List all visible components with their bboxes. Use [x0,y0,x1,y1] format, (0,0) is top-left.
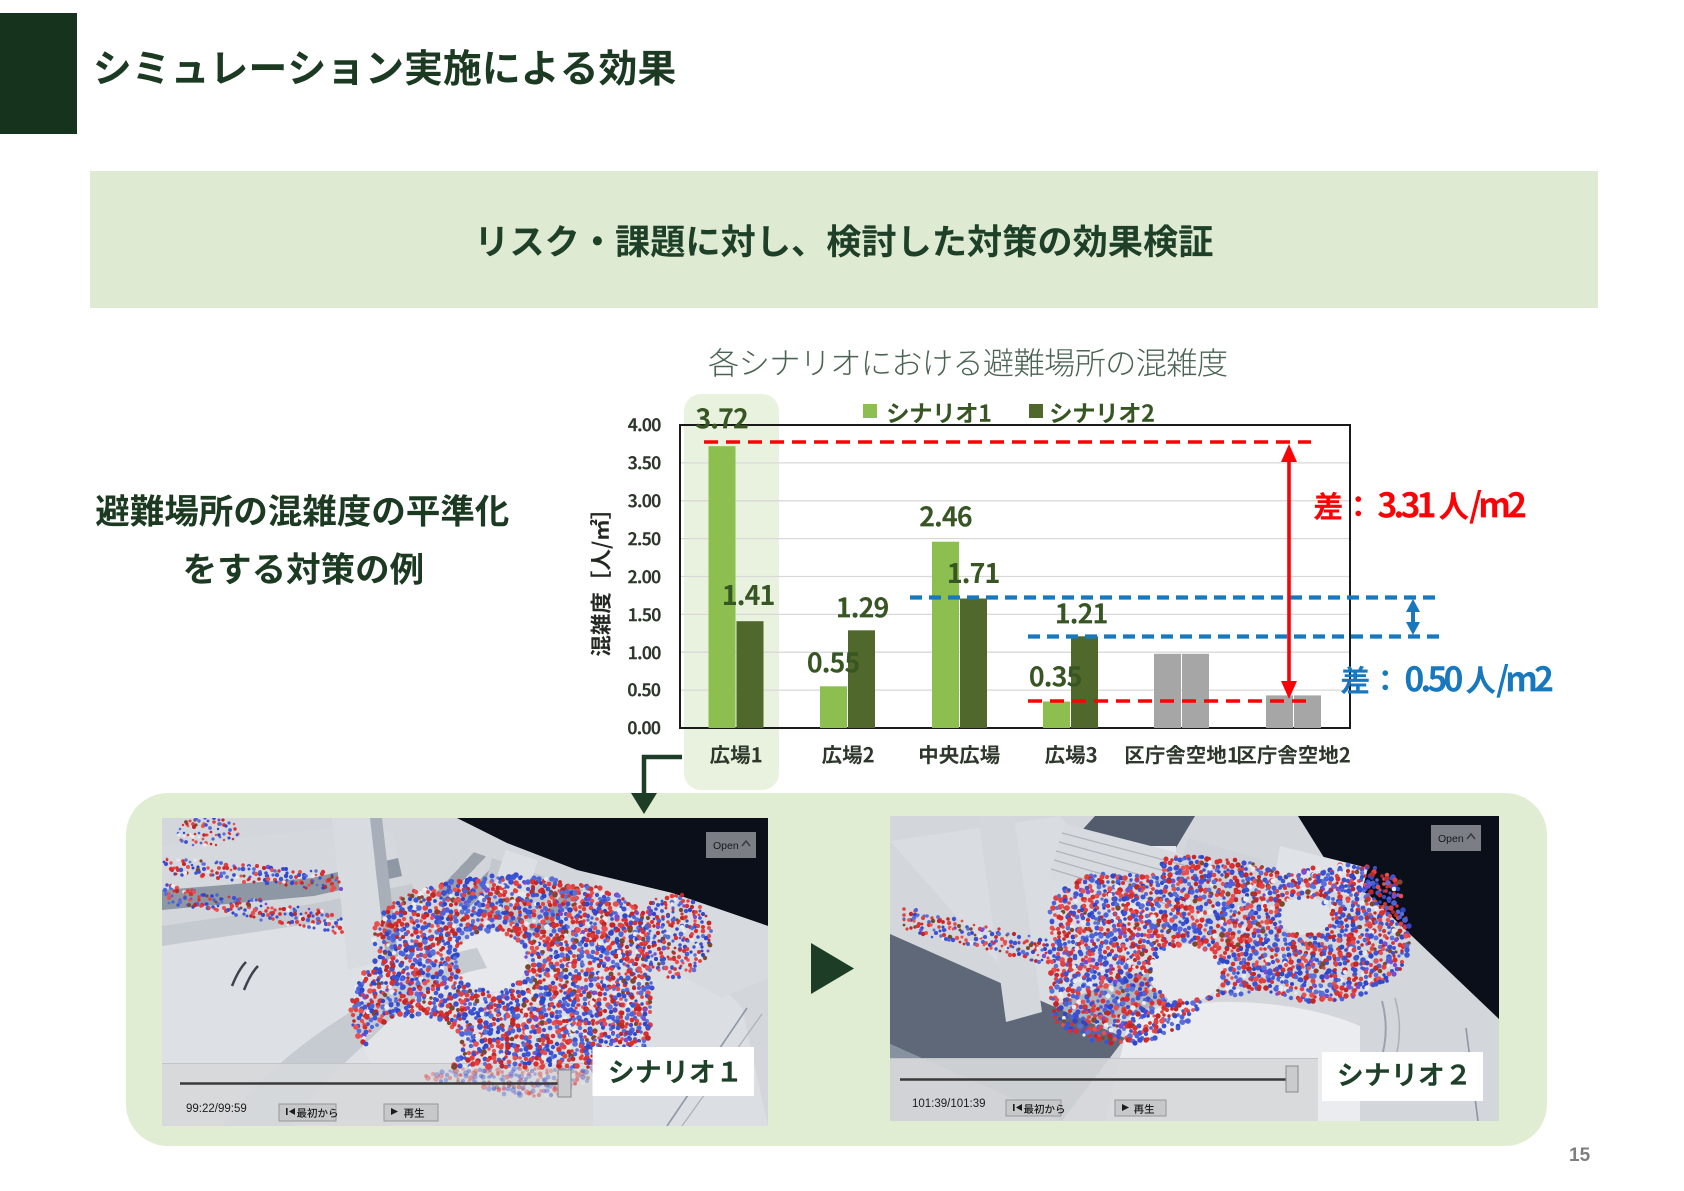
svg-text:99:22/99:59: 99:22/99:59 [186,1103,247,1115]
svg-text:Open: Open [713,840,739,852]
